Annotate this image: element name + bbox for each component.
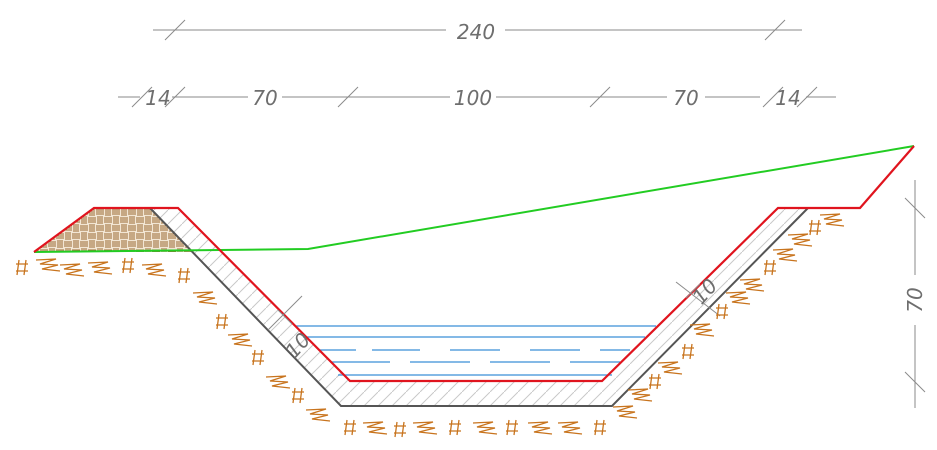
- soil-hatch-mark: [59, 263, 85, 277]
- soil-hatch-mark: [506, 419, 518, 436]
- segment-left-berm-label: 14: [145, 86, 170, 110]
- soil-hatch-mark: [725, 291, 751, 305]
- soil-hatch-mark: [612, 405, 638, 419]
- soil-hatch-mark: [122, 257, 134, 274]
- soil-hatch-mark: [362, 421, 388, 435]
- segment-right-slope-label: 70: [673, 86, 698, 110]
- basket-weave-fill-icon: [34, 208, 194, 252]
- soil-hatch-mark: [527, 421, 553, 435]
- soil-hatch-mark: [227, 333, 253, 347]
- segment-dimensions: 14 70 100 70 14: [118, 86, 836, 110]
- soil-hatch-mark: [449, 419, 461, 436]
- soil-hatch-mark: [178, 267, 190, 284]
- excavation-line: [149, 207, 809, 407]
- depth-dimension-label: 70: [903, 287, 927, 312]
- soil-hatch-mark: [809, 219, 821, 236]
- soil-hatch-mark: [557, 421, 583, 435]
- soil-hatch-mark: [819, 213, 845, 227]
- soil-hatch-mark: [739, 278, 765, 292]
- segment-right-berm-label: 14: [775, 86, 800, 110]
- soil-hatch-mark: [305, 408, 331, 422]
- soil-hatch-mark: [764, 259, 776, 276]
- soil-hatch-mark: [627, 388, 653, 402]
- water-surface: [296, 325, 656, 376]
- overall-dimension: 240: [153, 19, 802, 44]
- soil-hatch-mark: [412, 421, 438, 435]
- segment-left-slope-label: 70: [252, 86, 277, 110]
- soil-hatch-mark: [657, 361, 683, 375]
- soil-hatch-mark: [192, 291, 218, 305]
- segment-bottom-label: 100: [454, 86, 492, 110]
- soil-hatch-mark: [682, 343, 694, 360]
- soil-hatch-mark: [35, 258, 61, 272]
- soil-hatch-mark: [87, 261, 113, 275]
- soil-hatch-mark: [292, 387, 304, 404]
- soil-hatch-mark: [772, 248, 798, 262]
- soil-hatch-mark: [787, 233, 813, 247]
- soil-hatch-mark: [216, 313, 228, 330]
- lining-hatch: [150, 208, 808, 406]
- ground-line: [33, 145, 915, 253]
- soil-hatch-mark: [265, 375, 291, 389]
- soil-hatch-icon: [16, 213, 845, 438]
- soil-hatch-mark: [344, 419, 356, 436]
- soil-hatch-mark: [394, 421, 406, 438]
- soil-hatch-mark: [472, 421, 498, 435]
- soil-hatch-mark: [252, 349, 264, 366]
- overall-dimension-label: 240: [457, 20, 495, 44]
- soil-hatch-mark: [594, 419, 606, 436]
- soil-hatch-mark: [689, 323, 715, 337]
- design-profile: [33, 145, 915, 383]
- soil-hatch-mark: [649, 373, 661, 390]
- soil-hatch-mark: [16, 259, 28, 276]
- depth-dimension: 70: [903, 180, 927, 408]
- soil-hatch-mark: [716, 303, 728, 320]
- soil-hatch-mark: [141, 263, 167, 277]
